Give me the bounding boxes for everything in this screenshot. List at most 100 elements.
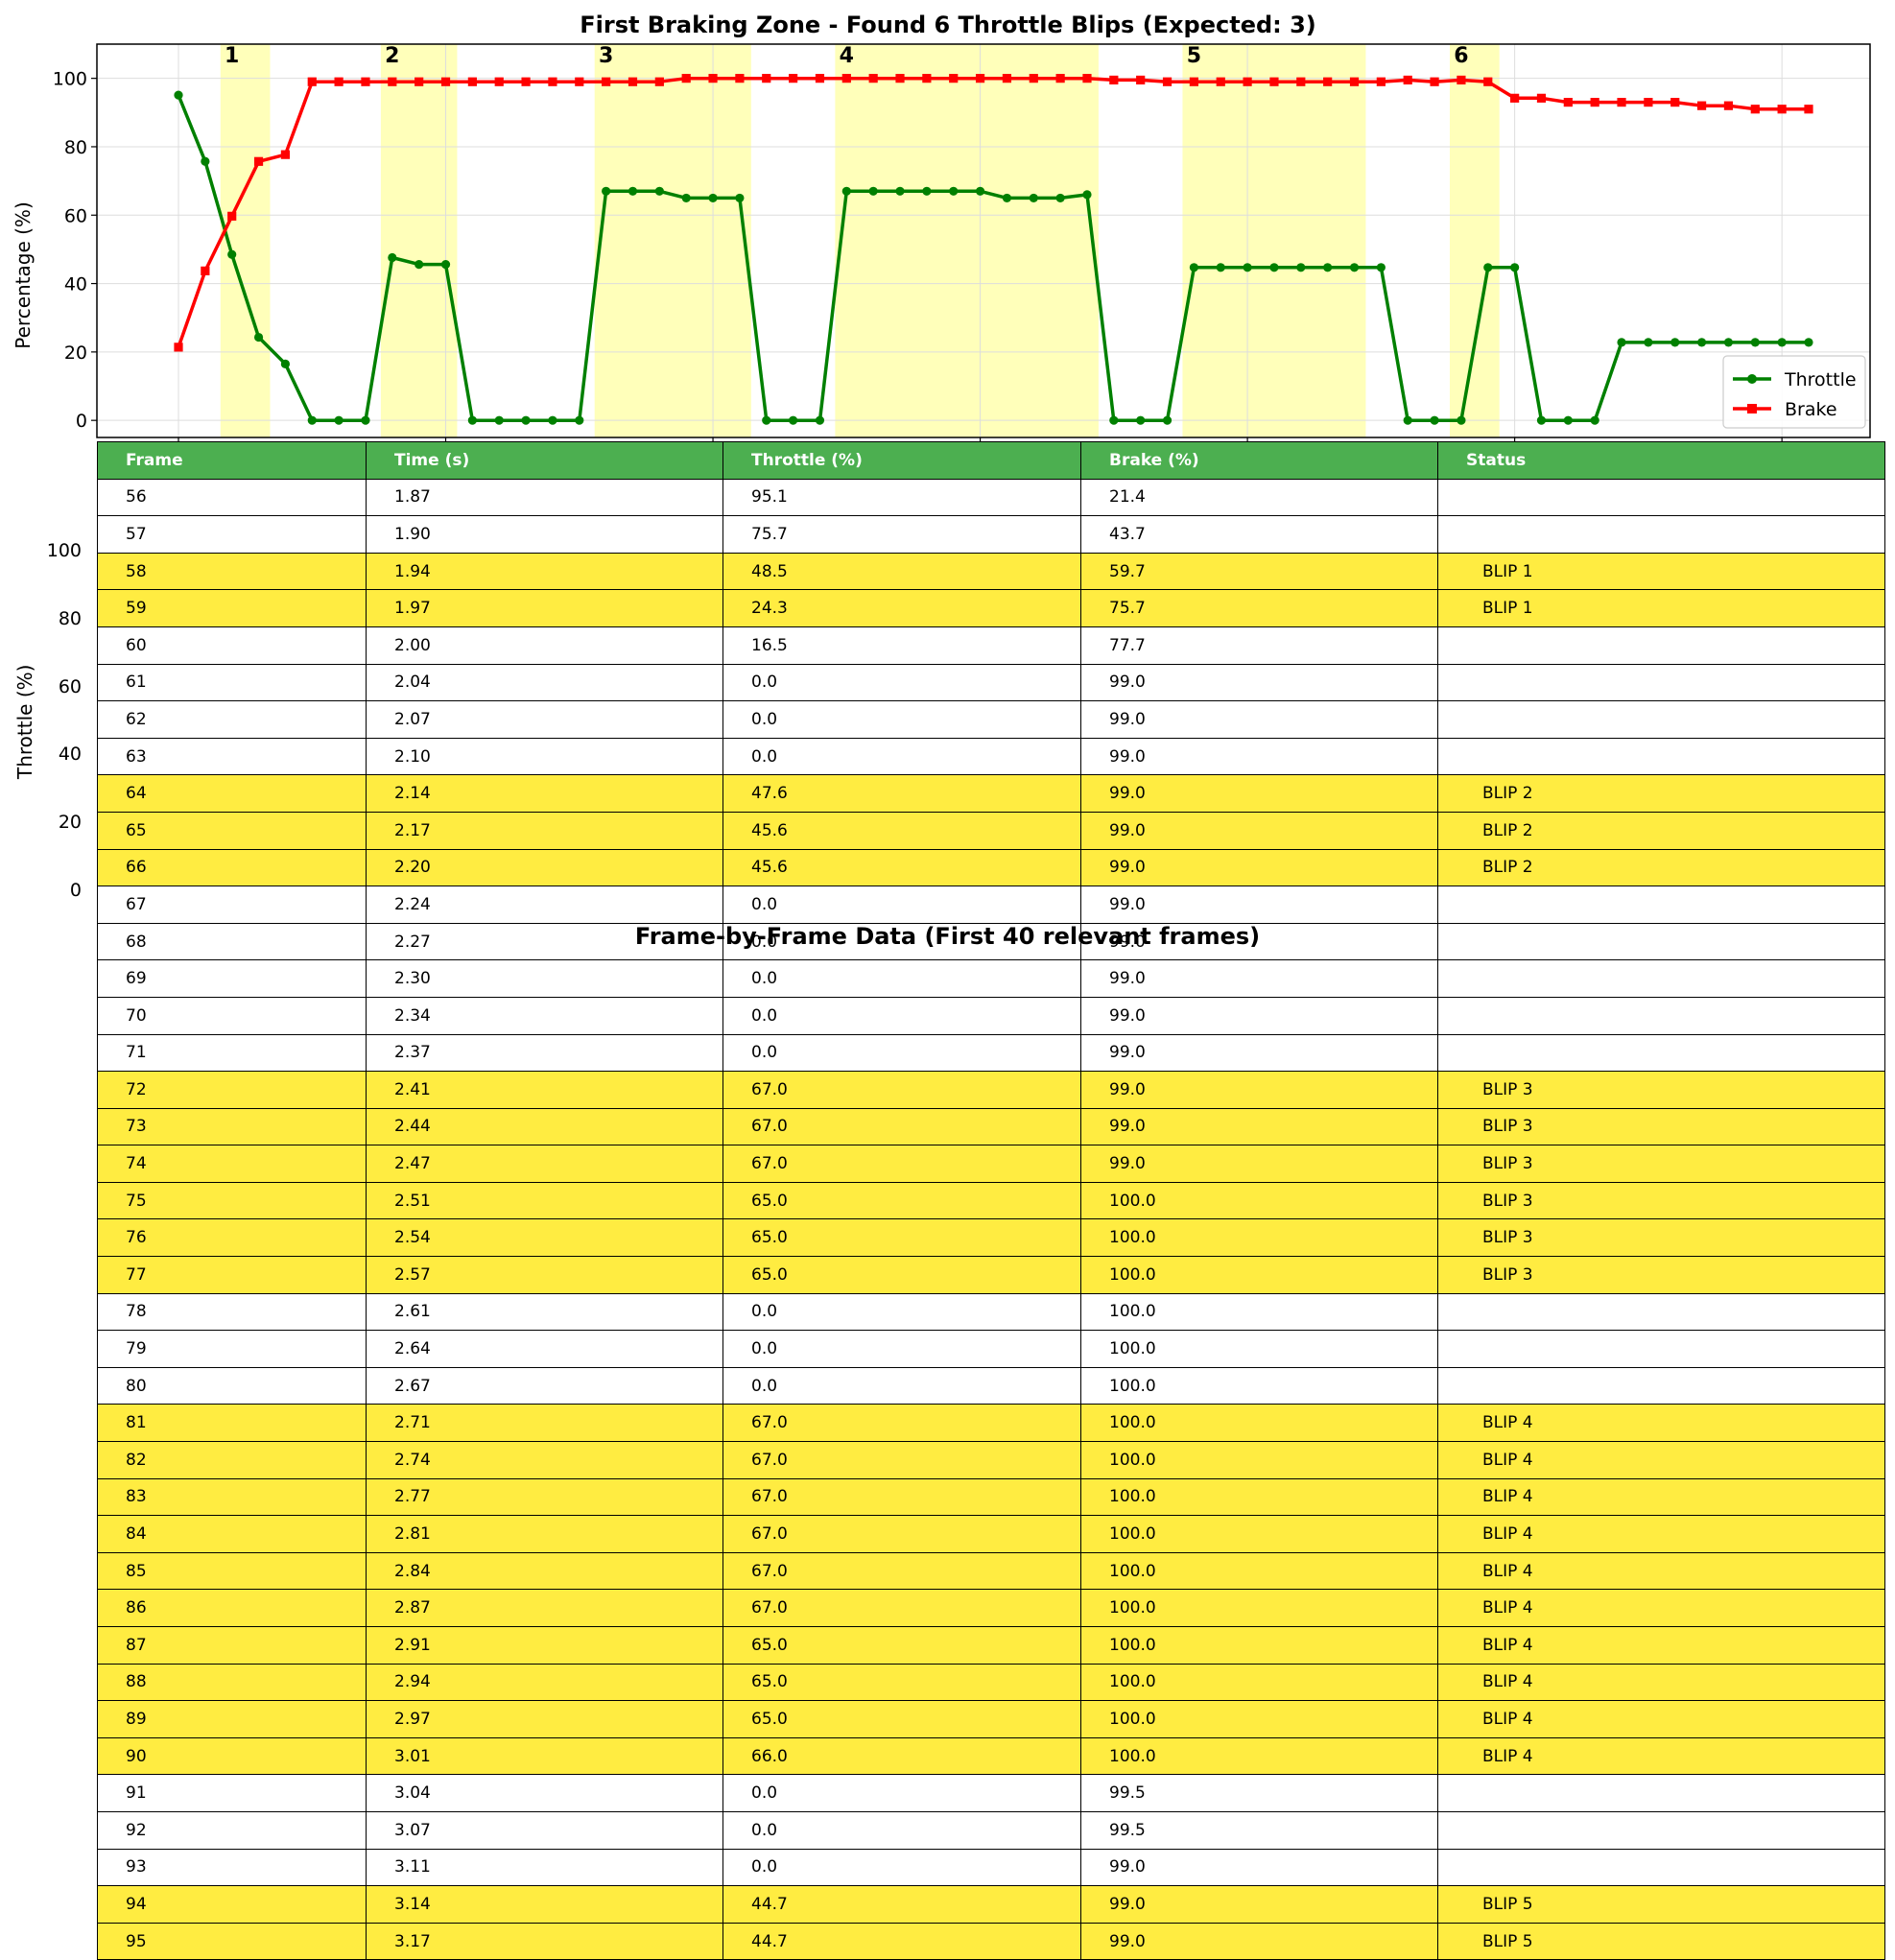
data-point-brake — [841, 74, 851, 83]
table-row: 80 2.67 0.0 100.0 — [97, 1366, 1885, 1405]
data-point-throttle — [1296, 263, 1306, 272]
cell-frame: 78 — [97, 1292, 367, 1332]
data-point-throttle — [1082, 190, 1092, 200]
col-header-brake: Brake (%) — [1080, 441, 1438, 480]
data-point-throttle — [227, 249, 237, 259]
cell-time: 1.87 — [366, 478, 723, 517]
data-point-brake — [1536, 93, 1547, 103]
cell-status: BLIP 3 — [1437, 1145, 1885, 1183]
table-row: 59 1.97 24.3 75.7 BLIP 1 — [97, 589, 1885, 627]
cell-throttle: 95.1 — [722, 478, 1081, 517]
cell-frame: 89 — [97, 1700, 367, 1738]
cell-brake: 100.0 — [1080, 1515, 1438, 1553]
table-row: 87 2.91 65.0 100.0 BLIP 4 — [97, 1626, 1885, 1665]
cell-frame: 70 — [97, 996, 367, 1035]
table-row: 58 1.94 48.5 59.7 BLIP 1 — [97, 552, 1885, 591]
cell-time: 3.01 — [366, 1736, 723, 1776]
cell-throttle: 44.7 — [722, 1885, 1081, 1924]
cell-status: BLIP 1 — [1437, 589, 1885, 627]
data-point-brake — [628, 77, 638, 86]
cell-throttle: 67.0 — [722, 1477, 1081, 1517]
overlay-y-tick-label: 40 — [58, 744, 82, 766]
cell-brake: 99.0 — [1080, 737, 1438, 776]
blip-label: 3 — [599, 44, 613, 68]
cell-frame: 82 — [97, 1441, 367, 1479]
cell-frame: 80 — [97, 1366, 367, 1405]
blip-region — [1449, 44, 1500, 437]
cell-brake: 100.0 — [1080, 1366, 1438, 1405]
cell-brake: 99.0 — [1080, 1071, 1438, 1109]
table-row: 67 2.24 0.0 99.0 — [97, 886, 1885, 924]
cell-time: 2.61 — [366, 1292, 723, 1332]
cell-throttle: 45.6 — [722, 848, 1081, 887]
blip-regions — [220, 44, 1500, 437]
braking-zone-chart: First Braking Zone - Found 6 Throttle Bl… — [12, 12, 1871, 443]
cell-frame: 84 — [97, 1515, 367, 1553]
data-point-throttle — [415, 260, 424, 270]
cell-time: 2.77 — [366, 1477, 723, 1517]
cell-status: BLIP 4 — [1437, 1404, 1885, 1443]
data-point-brake — [1670, 98, 1680, 107]
data-point-throttle — [521, 415, 531, 425]
overlay-y-tick-label: 0 — [69, 880, 82, 901]
table-row: 94 3.14 44.7 99.0 BLIP 5 — [97, 1885, 1885, 1924]
table-row: 56 1.87 95.1 21.4 — [97, 478, 1885, 517]
data-point-throttle — [628, 186, 638, 196]
cell-time: 2.27 — [366, 922, 723, 961]
cell-status: BLIP 5 — [1437, 1922, 1885, 1960]
cell-throttle: 0.0 — [722, 663, 1081, 702]
cell-status: BLIP 3 — [1437, 1256, 1885, 1294]
cell-throttle: 0.0 — [722, 700, 1081, 739]
cell-time: 2.71 — [366, 1404, 723, 1443]
cell-time: 2.91 — [366, 1626, 723, 1665]
cell-frame: 61 — [97, 663, 367, 702]
cell-time: 2.67 — [366, 1366, 723, 1405]
data-point-brake — [975, 74, 985, 83]
cell-brake: 99.0 — [1080, 1033, 1438, 1073]
data-point-brake — [1002, 74, 1012, 83]
data-point-throttle — [1376, 263, 1386, 272]
col-header-frame: Frame — [97, 441, 367, 480]
data-point-throttle — [1483, 263, 1493, 272]
data-point-throttle — [1269, 263, 1279, 272]
col-header-status: Status — [1437, 441, 1885, 480]
cell-time: 2.41 — [366, 1071, 723, 1109]
y-tick-label: 80 — [64, 137, 87, 158]
cell-brake: 99.5 — [1080, 1810, 1438, 1850]
cell-throttle: 0.0 — [722, 1292, 1081, 1332]
data-point-brake — [280, 150, 291, 159]
cell-throttle: 65.0 — [722, 1256, 1081, 1294]
cell-time: 2.07 — [366, 700, 723, 739]
cell-frame: 90 — [97, 1736, 367, 1776]
data-point-throttle — [735, 193, 745, 203]
cell-time: 2.34 — [366, 996, 723, 1035]
data-point-brake — [1510, 93, 1520, 103]
data-point-brake — [1189, 77, 1198, 86]
table-row: 60 2.00 16.5 77.7 — [97, 626, 1885, 665]
blip-label: 5 — [1187, 44, 1201, 68]
cell-frame: 72 — [97, 1071, 367, 1109]
table-row: 57 1.90 75.7 43.7 — [97, 515, 1885, 554]
data-point-throttle — [1536, 415, 1547, 425]
data-point-brake — [789, 74, 798, 83]
cell-status: BLIP 4 — [1437, 1736, 1885, 1776]
table-row: 76 2.54 65.0 100.0 BLIP 3 — [97, 1218, 1885, 1258]
table-row: 62 2.07 0.0 99.0 — [97, 700, 1885, 739]
cell-time: 3.14 — [366, 1885, 723, 1924]
data-point-brake — [1430, 77, 1439, 86]
cell-brake: 99.0 — [1080, 848, 1438, 887]
table-row: 93 3.11 0.0 99.0 — [97, 1848, 1885, 1887]
data-point-throttle — [815, 415, 825, 425]
data-point-throttle — [1670, 338, 1680, 347]
cell-status: BLIP 4 — [1437, 1515, 1885, 1553]
cell-status: BLIP 4 — [1437, 1663, 1885, 1702]
cell-status — [1437, 1330, 1885, 1368]
overlay-y-tick-label: 80 — [58, 607, 82, 629]
cell-frame: 63 — [97, 737, 367, 776]
col-header-throttle: Throttle (%) — [722, 441, 1081, 480]
data-point-throttle — [1243, 263, 1252, 272]
cell-status: BLIP 3 — [1437, 1107, 1885, 1146]
data-point-brake — [681, 74, 691, 83]
cell-frame: 58 — [97, 552, 367, 591]
cell-throttle: 0.0 — [722, 959, 1081, 998]
